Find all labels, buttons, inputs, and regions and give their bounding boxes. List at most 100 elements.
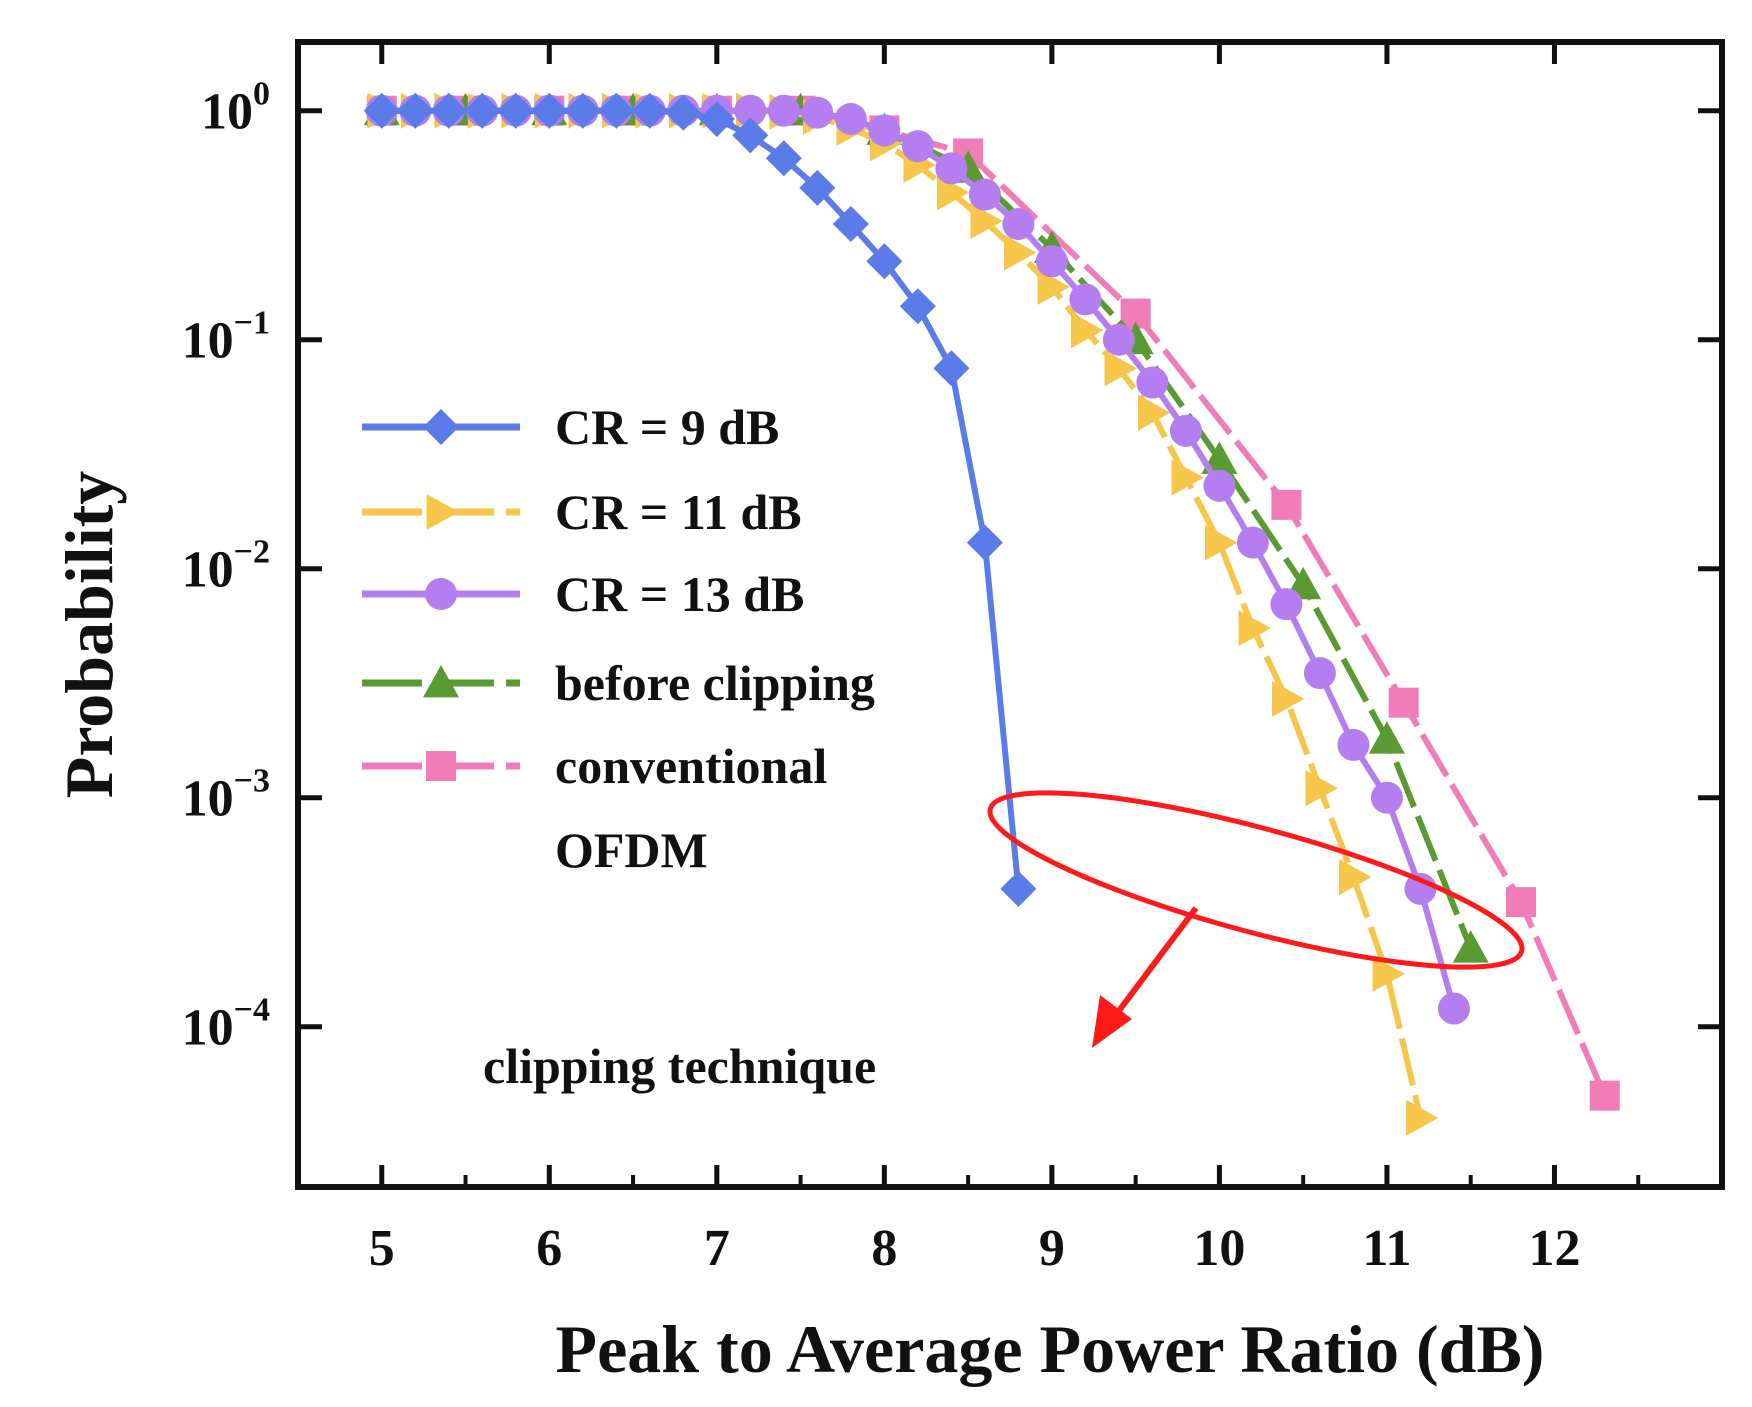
x-tick-label: 10: [1193, 1220, 1245, 1277]
legend-entry: conventional OFDM: [362, 738, 827, 878]
data-point: [1138, 394, 1171, 431]
data-point: [1070, 312, 1104, 349]
data-point: [799, 169, 836, 206]
y-axis-title: Probability: [51, 471, 127, 798]
x-axis-title: Peak to Average Power Ratio (dB): [556, 1311, 1545, 1387]
data-point: [767, 94, 800, 127]
data-point: [868, 114, 901, 147]
legend-entry: CR = 9 dB: [362, 399, 779, 455]
data-point: [1505, 887, 1536, 918]
plot-frame: [295, 39, 1725, 1190]
data-point: [1003, 234, 1037, 271]
data-point: [1169, 414, 1202, 447]
data-point: [497, 92, 534, 129]
legend-entry: before clipping: [362, 655, 875, 711]
data-point: [936, 174, 970, 211]
x-tick-label: 5: [369, 1220, 395, 1277]
data-point: [732, 117, 769, 154]
data-point: [1069, 283, 1102, 316]
x-tick-label: 6: [536, 1220, 562, 1277]
data-point: [968, 178, 1001, 211]
legend-entry: CR = 13 dB: [362, 566, 804, 622]
data-point: [966, 524, 1003, 561]
data-point: [1171, 459, 1204, 496]
data-point: [698, 100, 735, 137]
x-tick-label: 11: [1362, 1220, 1411, 1277]
data-point: [1037, 268, 1070, 305]
data-point: [1205, 524, 1238, 561]
series-cr-13-db: [365, 94, 1470, 1025]
y-tick-label: 100: [201, 76, 270, 141]
data-point: [363, 92, 400, 129]
x-tick-label: 9: [1039, 1220, 1065, 1277]
y-tick-label: 10−2: [182, 534, 270, 599]
data-point: [1339, 859, 1372, 896]
legend-swatch-marker: [423, 409, 459, 445]
annotation-arrow: [1115, 906, 1199, 1014]
data-point: [1136, 366, 1169, 399]
data-point: [1388, 687, 1419, 718]
legend-label: conventional OFDM: [555, 738, 827, 878]
data-point: [1372, 955, 1405, 992]
y-tick-label: 10−4: [182, 992, 270, 1057]
annotation-label: clipping technique: [483, 1038, 876, 1094]
data-point: [531, 92, 568, 129]
annotation-layer: clipping technique: [483, 790, 1525, 1094]
series-line: [381, 107, 1424, 1119]
data-point: [832, 206, 869, 243]
data-point: [1272, 680, 1305, 717]
data-point: [430, 92, 467, 129]
data-point: [899, 288, 936, 325]
clipping-ellipse: [987, 790, 1525, 970]
data-point: [1203, 469, 1236, 502]
data-point: [734, 94, 767, 127]
legend-swatch-marker: [426, 751, 456, 781]
data-point: [1000, 870, 1037, 907]
data-point: [1370, 781, 1403, 814]
legend: CR = 9 dB CR = 11 dB CR = 13 dB before clip…: [362, 399, 875, 878]
data-point: [1337, 728, 1370, 761]
series-cr-9-db: [363, 92, 1037, 907]
data-point: [834, 102, 867, 135]
series-line: [381, 107, 1457, 1010]
legend-label: before clipping: [555, 655, 875, 711]
data-point: [598, 92, 635, 129]
legend-label: CR = 13 dB: [555, 566, 804, 622]
data-point: [765, 140, 802, 177]
series-line: [381, 107, 1474, 950]
data-point: [1368, 721, 1405, 754]
x-tick-label: 7: [704, 1220, 730, 1277]
data-point: [1238, 610, 1271, 647]
y-tick-label: 10−3: [182, 763, 270, 828]
data-point: [1104, 350, 1137, 387]
data-point: [564, 92, 601, 129]
legend-swatch-marker: [426, 494, 459, 530]
data-point: [1035, 245, 1068, 278]
data-point: [1270, 588, 1303, 621]
legend-swatch-marker: [425, 578, 457, 610]
data-point: [935, 152, 968, 185]
series-before-clipping: [363, 92, 1489, 963]
data-point: [901, 130, 934, 163]
data-point: [397, 92, 434, 129]
data-point: [1102, 323, 1135, 356]
legend-label: CR = 11 dB: [555, 484, 802, 540]
data-point: [801, 96, 834, 129]
data-point: [1437, 992, 1470, 1025]
data-point: [1236, 526, 1269, 559]
data-point: [1452, 930, 1489, 963]
tick-layer: 5 6 7 8 9 10 11 12 100 10−1 10−2 10−3 10−4: [182, 42, 1722, 1277]
data-point: [1406, 1099, 1439, 1136]
data-point: [1589, 1080, 1620, 1111]
y-tick-label: 10−1: [182, 305, 270, 370]
legend-swatch-marker: [423, 665, 459, 698]
annotation-arrow-head: [1092, 995, 1132, 1048]
data-point: [464, 92, 501, 129]
data-point: [970, 202, 1003, 239]
data-point: [933, 350, 970, 387]
data-point: [1002, 208, 1035, 241]
data-point: [1271, 489, 1302, 520]
data-point: [665, 94, 702, 131]
data-point: [631, 92, 668, 129]
